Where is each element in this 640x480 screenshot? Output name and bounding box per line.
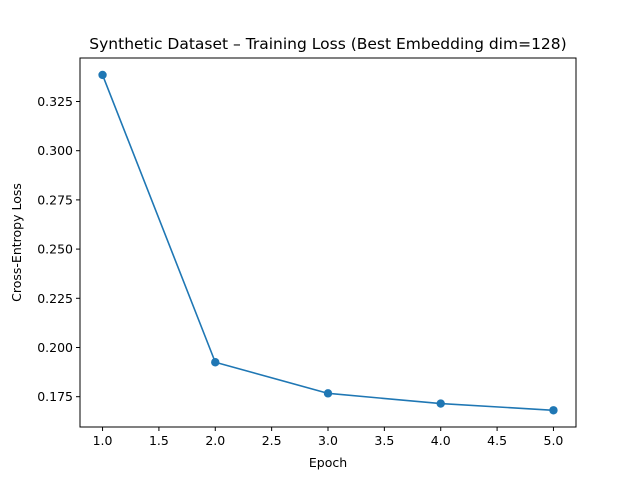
x-tick-label: 2.5	[262, 433, 282, 448]
loss-data-point	[211, 358, 220, 367]
y-tick-label: 0.200	[37, 340, 73, 355]
y-axis: 0.175 0.200 0.225 0.250 0.275 0.300 0.325	[37, 94, 80, 404]
x-tick-label: 4.0	[431, 433, 451, 448]
x-tick-label: 4.5	[487, 433, 507, 448]
x-tick-label: 1.5	[149, 433, 169, 448]
x-tick-label: 3.5	[374, 433, 394, 448]
y-tick-label: 0.325	[37, 94, 73, 109]
y-tick-label: 0.250	[37, 242, 73, 257]
plot-frame	[79, 57, 577, 428]
chart-title: Synthetic Dataset – Training Loss (Best …	[89, 35, 566, 53]
x-tick-label: 3.0	[318, 433, 338, 448]
x-axis: 1.0 1.5 2.0 2.5 3.0 3.5 4.0 4.5 5.0	[93, 427, 564, 448]
loss-data-point	[98, 70, 107, 80]
loss-data-point	[323, 389, 333, 398]
x-tick-label: 1.0	[93, 433, 113, 448]
loss-data-point	[436, 399, 445, 408]
x-axis-label: Epoch	[309, 455, 347, 470]
y-tick-label: 0.225	[37, 291, 73, 306]
x-tick-label: 5.0	[544, 433, 564, 448]
y-axis-label: Cross-Entropy Loss	[9, 183, 24, 302]
plot-area	[79, 57, 577, 428]
loss-data-point	[549, 406, 558, 415]
loss-series-line	[101, 74, 554, 412]
y-tick-label: 0.275	[37, 192, 73, 207]
y-tick-label: 0.175	[37, 389, 73, 404]
y-tick-label: 0.300	[37, 143, 73, 158]
x-tick-label: 2.0	[205, 433, 225, 448]
series-layer	[98, 70, 558, 415]
